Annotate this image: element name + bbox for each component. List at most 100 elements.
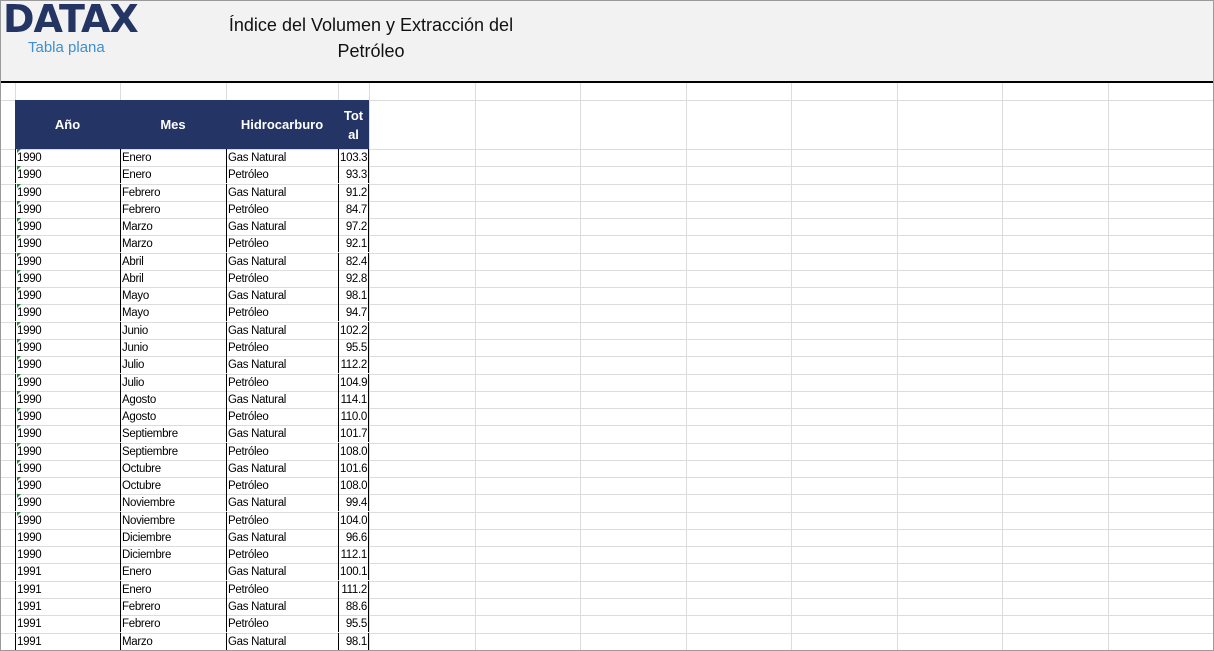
cell-total[interactable]: 95.5 [338,339,369,356]
cell-year[interactable]: 1990 [15,184,120,201]
cell-month[interactable]: Enero [120,166,226,183]
cell-month[interactable]: Octubre [120,477,226,494]
cell-month[interactable]: Junio [120,339,226,356]
cell-year[interactable]: 1991 [15,633,120,650]
cell-total[interactable]: 102.2 [338,322,369,339]
cell-month[interactable]: Enero [120,149,226,166]
cell-year[interactable]: 1990 [15,494,120,511]
cell-month[interactable]: Agosto [120,391,226,408]
cell-total[interactable]: 91.2 [338,184,369,201]
cell-hydrocarbon[interactable]: Gas Natural [226,563,338,580]
cell-month[interactable]: Julio [120,356,226,373]
cell-year[interactable]: 1990 [15,235,120,252]
cell-total[interactable]: 99.4 [338,494,369,511]
cell-year[interactable]: 1990 [15,391,120,408]
cell-month[interactable]: Septiembre [120,425,226,442]
cell-total[interactable]: 101.7 [338,425,369,442]
cell-month[interactable]: Marzo [120,235,226,252]
cell-year[interactable]: 1990 [15,339,120,356]
cell-total[interactable]: 92.8 [338,270,369,287]
cell-hydrocarbon[interactable]: Gas Natural [226,149,338,166]
cell-month[interactable]: Octubre [120,460,226,477]
cell-month[interactable]: Febrero [120,598,226,615]
cell-total[interactable]: 112.1 [338,546,369,563]
cell-month[interactable]: Mayo [120,287,226,304]
cell-month[interactable]: Enero [120,581,226,598]
cell-total[interactable]: 108.0 [338,443,369,460]
cell-total[interactable]: 108.0 [338,477,369,494]
cell-month[interactable]: Agosto [120,408,226,425]
cell-year[interactable]: 1990 [15,253,120,270]
cell-year[interactable]: 1990 [15,304,120,321]
cell-hydrocarbon[interactable]: Gas Natural [226,287,338,304]
cell-hydrocarbon[interactable]: Gas Natural [226,253,338,270]
cell-year[interactable]: 1990 [15,270,120,287]
cell-hydrocarbon[interactable]: Petróleo [226,235,338,252]
cell-year[interactable]: 1990 [15,512,120,529]
cell-hydrocarbon[interactable]: Gas Natural [226,184,338,201]
cell-hydrocarbon[interactable]: Petróleo [226,512,338,529]
cell-total[interactable]: 98.1 [338,633,369,650]
cell-month[interactable]: Diciembre [120,546,226,563]
sheet-grid[interactable]: Año Mes Hidrocarburo Tot al 1990 Enero Gas… [1,83,1213,650]
cell-total[interactable]: 100.1 [338,563,369,580]
cell-total[interactable]: 101.6 [338,460,369,477]
cell-year[interactable]: 1990 [15,425,120,442]
cell-month[interactable]: Noviembre [120,494,226,511]
cell-month[interactable]: Mayo [120,304,226,321]
cell-month[interactable]: Septiembre [120,443,226,460]
cell-hydrocarbon[interactable]: Petróleo [226,477,338,494]
cell-year[interactable]: 1990 [15,443,120,460]
cell-year[interactable]: 1990 [15,374,120,391]
cell-total[interactable]: 94.7 [338,304,369,321]
cell-hydrocarbon[interactable]: Gas Natural [226,425,338,442]
cell-year[interactable]: 1990 [15,546,120,563]
cell-hydrocarbon[interactable]: Petróleo [226,443,338,460]
cell-hydrocarbon[interactable]: Petróleo [226,201,338,218]
cell-year[interactable]: 1990 [15,477,120,494]
cell-total[interactable]: 110.0 [338,408,369,425]
cell-total[interactable]: 103.3 [338,149,369,166]
cell-hydrocarbon[interactable]: Petróleo [226,270,338,287]
cell-month[interactable]: Febrero [120,184,226,201]
cell-hydrocarbon[interactable]: Petróleo [226,408,338,425]
cell-hydrocarbon[interactable]: Gas Natural [226,529,338,546]
cell-hydrocarbon[interactable]: Gas Natural [226,494,338,511]
cell-year[interactable]: 1990 [15,201,120,218]
cell-hydrocarbon[interactable]: Petróleo [226,615,338,632]
cell-year[interactable]: 1990 [15,408,120,425]
cell-total[interactable]: 82.4 [338,253,369,270]
cell-total[interactable]: 92.1 [338,235,369,252]
cell-total[interactable]: 98.1 [338,287,369,304]
cell-year[interactable]: 1991 [15,581,120,598]
cell-total[interactable]: 93.3 [338,166,369,183]
cell-hydrocarbon[interactable]: Gas Natural [226,391,338,408]
column-header-hidrocarburo[interactable]: Hidrocarburo [240,117,324,132]
cell-year[interactable]: 1990 [15,287,120,304]
cell-hydrocarbon[interactable]: Gas Natural [226,460,338,477]
cell-year[interactable]: 1990 [15,149,120,166]
cell-hydrocarbon[interactable]: Gas Natural [226,322,338,339]
cell-total[interactable]: 111.2 [338,581,369,598]
column-header-mes[interactable]: Mes [160,117,186,132]
cell-month[interactable]: Febrero [120,615,226,632]
cell-month[interactable]: Abril [120,270,226,287]
cell-year[interactable]: 1990 [15,322,120,339]
cell-hydrocarbon[interactable]: Petróleo [226,581,338,598]
cell-total[interactable]: 104.0 [338,512,369,529]
cell-total[interactable]: 97.2 [338,218,369,235]
cell-month[interactable]: Enero [120,563,226,580]
cell-hydrocarbon[interactable]: Petróleo [226,546,338,563]
cell-year[interactable]: 1991 [15,615,120,632]
cell-month[interactable]: Febrero [120,201,226,218]
cell-year[interactable]: 1991 [15,563,120,580]
cell-year[interactable]: 1991 [15,598,120,615]
cell-hydrocarbon[interactable]: Gas Natural [226,356,338,373]
cell-year[interactable]: 1990 [15,356,120,373]
cell-total[interactable]: 112.2 [338,356,369,373]
cell-year[interactable]: 1990 [15,529,120,546]
cell-hydrocarbon[interactable]: Gas Natural [226,633,338,650]
cell-month[interactable]: Diciembre [120,529,226,546]
cell-hydrocarbon[interactable]: Petróleo [226,374,338,391]
cell-month[interactable]: Noviembre [120,512,226,529]
